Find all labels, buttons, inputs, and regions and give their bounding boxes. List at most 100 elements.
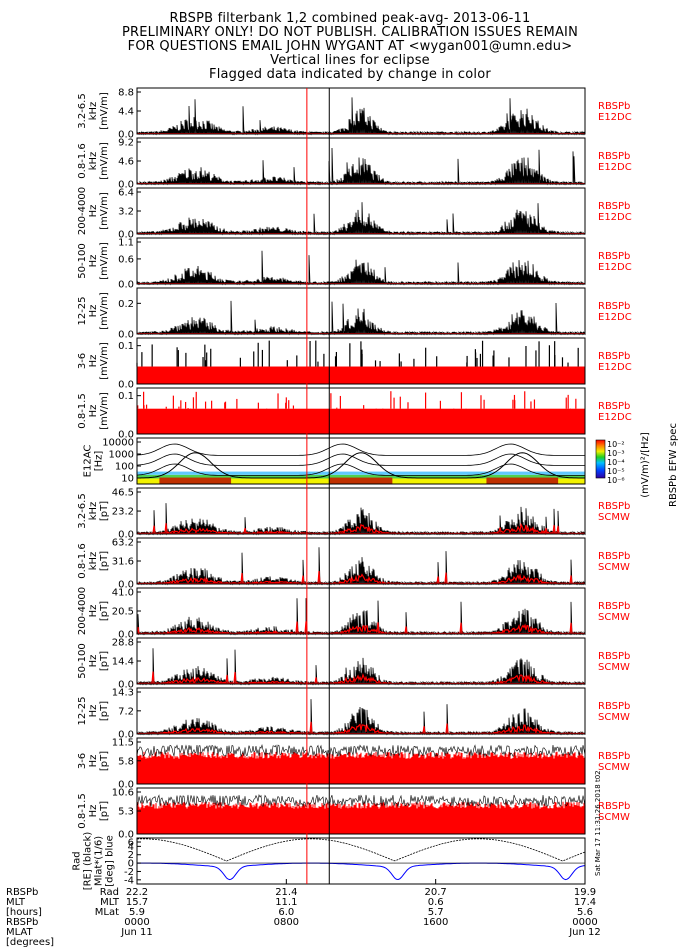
header-line-4: Vertical lines for eclipse — [270, 53, 430, 68]
x-tick-time-label: 0000 — [124, 917, 149, 928]
x-tick-time-label: 0800 — [274, 917, 299, 928]
ylabel-line: Hz — [88, 605, 99, 618]
plasma-frequency-curve — [137, 452, 585, 479]
ylabel-line: 3.2-6.5 — [77, 93, 88, 128]
ylabel-line: 0.8-1.6 — [77, 143, 88, 178]
ylabel-line: 0.8-1.5 — [77, 793, 88, 828]
panel-15-source-label: RBSPb — [598, 801, 630, 812]
ylabel-line: [pT] — [99, 751, 110, 771]
panel-5-ylabel: 12-25Hz[mV/m] — [77, 292, 110, 330]
panel-14-source-label: RBSPb — [598, 751, 630, 762]
ylabel-line: [mV/m] — [99, 392, 110, 430]
panel-7-frame — [136, 387, 586, 435]
ylabel-line: Mlat*(1/6) — [94, 836, 105, 886]
colorbar-unit-label: (mV/m)²/[Hz] — [640, 432, 651, 498]
mlat-trace — [137, 862, 586, 881]
panel-11-ytick-label: 41.0 — [112, 588, 134, 599]
panel-4-source-label: E12DC — [598, 262, 632, 273]
panel-6-ylabel: 3-6Hz[mV/m] — [77, 342, 110, 380]
panel-3-source-label: RBSPb — [598, 201, 630, 212]
panel-6-ytick-label: 0.1 — [118, 341, 134, 352]
ephemeris-rad-value: 22.2 — [126, 887, 148, 898]
panel-2-ytick-label: 4.6 — [118, 157, 134, 168]
panel-4-source-label: RBSPb — [598, 251, 630, 262]
ephemeris-mlt-value: 11.1 — [275, 897, 297, 908]
ylabel-line: [mV/m] — [99, 292, 110, 330]
panel-9-ytick-label: 23.2 — [112, 507, 134, 518]
panel-13-source-label: SCMW — [598, 712, 630, 723]
ylabel-line: [mV/m] — [99, 142, 110, 180]
spectrogram-hot-band-1 — [159, 477, 232, 484]
panel-15-ytick-label: 10.6 — [112, 788, 134, 799]
panel-8-ylabel: E12AC[Hz] — [83, 445, 105, 478]
panel-7-ylabel: 0.8-1.5Hz[mV/m] — [77, 392, 110, 430]
panel-7-flag-fill — [137, 408, 585, 434]
ylabel-line: Hz — [88, 405, 99, 418]
ephemeris-mlat-value: 5.6 — [577, 907, 593, 918]
header-line-1: RBSPB filterbank 1,2 combined peak-avg- … — [169, 11, 531, 26]
panel-14-ytick-label: 0.0 — [118, 780, 134, 791]
panel-16-ytick-label: 6 — [128, 838, 134, 849]
ylabel-line: [RE] (black) — [83, 832, 94, 891]
panel-4-ylabel: 50-100Hz[mV/m] — [77, 242, 110, 280]
ylabel-line: Hz — [88, 355, 99, 368]
panel-4-ytick-label: 1.1 — [118, 238, 134, 249]
panel-15-noise-fill — [136, 801, 586, 834]
panel-11-source-label: RBSPb — [598, 601, 630, 612]
panel-9-source-label: RBSPb — [598, 501, 630, 512]
panel-5-source-label: E12DC — [598, 312, 632, 323]
panel-4-ytick-label: 0.6 — [118, 254, 134, 265]
ephemeris-mlat-value: 6.0 — [278, 907, 294, 918]
panel-8-ytick-label: 10000 — [102, 438, 134, 449]
colorbar-tick-label: 10⁻⁵ — [607, 467, 625, 476]
ephemeris-mlt-value: 0.6 — [428, 897, 444, 908]
ephemeris-row-label: RBSPb — [6, 917, 38, 928]
panel-16-ytick-label: -2 — [124, 867, 134, 878]
panel-11-ytick-label: 20.5 — [112, 607, 134, 618]
ylabel-line: [mV/m] — [99, 342, 110, 380]
ylabel-line: kHz — [88, 102, 99, 121]
colorbar-tick-label: 10⁻³ — [607, 449, 625, 458]
panel-3-ytick-label: 3.2 — [118, 207, 134, 218]
plot-header: RBSPB filterbank 1,2 combined peak-avg- … — [0, 12, 700, 82]
ylabel-line: [pT] — [99, 651, 110, 671]
panel-10-source-label: RBSPb — [598, 551, 630, 562]
panel-14-noise-fill — [136, 751, 586, 784]
colorbar-tick-label: 10⁻⁴ — [607, 458, 625, 467]
panel-10-ytick-label: 0.0 — [118, 580, 134, 591]
panel-13-source-label: RBSPb — [598, 701, 630, 712]
x-tick-date-label: Jun 11 — [120, 927, 153, 938]
panel-5-frame — [136, 287, 586, 335]
panel-1-trace — [136, 97, 586, 136]
panel-2-source-label: E12DC — [598, 162, 632, 173]
ylabel-line: 0.8-1.6 — [77, 543, 88, 578]
ylabel-line: [mV/m] — [99, 92, 110, 130]
panel-3-ytick-label: 0.0 — [118, 230, 134, 241]
ylabel-line: [deg] blue — [105, 835, 116, 886]
panel-6-source-label: RBSPb — [598, 351, 630, 362]
panel-4-frame — [136, 237, 586, 285]
panel-2-ytick-label: 9.2 — [118, 138, 134, 149]
ylabel-line: Rad — [72, 851, 83, 870]
panel-13-ytick-label: 14.3 — [112, 688, 134, 699]
ylabel-line: [pT] — [99, 501, 110, 521]
panel-7-ytick-label: 0.0 — [118, 430, 134, 441]
panel-9-ytick-label: 0.0 — [118, 530, 134, 541]
panel-9-ytick-label: 46.5 — [112, 488, 134, 499]
colorbar-tick-label: 10⁻² — [607, 440, 625, 449]
ylabel-line: 200-4000 — [77, 587, 88, 635]
panel-4-trace — [136, 250, 586, 286]
panel-5-source-label: RBSPb — [598, 301, 630, 312]
ephemeris-axis-label: MLT — [100, 897, 120, 908]
colorbar — [595, 439, 606, 479]
panel-13-ylabel: 12-25Hz[pT] — [77, 696, 110, 725]
